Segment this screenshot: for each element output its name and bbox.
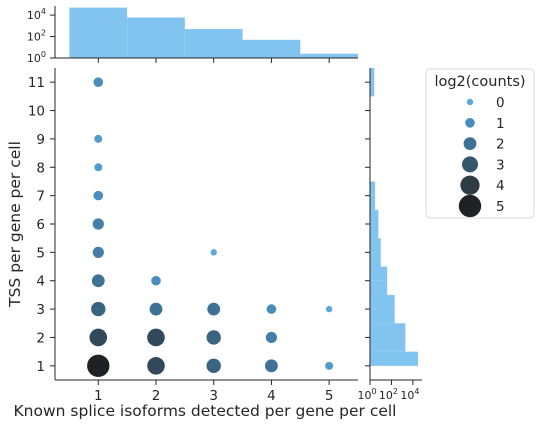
top-hist-bar [184, 29, 243, 58]
right-hist-bar [370, 82, 375, 97]
scatter-point [91, 301, 106, 317]
legend-entry-label: 2 [496, 137, 505, 153]
scatter-point [149, 302, 163, 316]
right-histogram: 100 102 104 [357, 68, 422, 402]
legend-marker [465, 118, 475, 128]
scatter-point [151, 275, 161, 286]
y-tick-label: 10 [28, 104, 45, 120]
legend: log2(counts) 0 1 2 3 4 5 [425, 68, 535, 219]
right-hist-bar [370, 209, 379, 224]
right-hist-bar [370, 266, 388, 281]
scatter-point [87, 354, 110, 378]
legend-entry-label: 3 [496, 157, 505, 173]
right-hist-bar [370, 337, 406, 352]
scatter-point [325, 305, 333, 313]
y-tick-label: 2 [36, 330, 45, 346]
right-hist-tick-label: 104 [400, 387, 419, 402]
legend-marker [462, 156, 478, 173]
right-hist-bar [370, 224, 379, 239]
legend-entry-label: 0 [496, 95, 505, 111]
top-hist-bar [300, 53, 358, 58]
right-hist-bar [370, 323, 406, 338]
right-hist-tick-label: 102 [379, 387, 398, 402]
x-tick-label: 5 [325, 388, 334, 404]
scatter-point [91, 274, 105, 288]
scatter-point [265, 359, 278, 373]
scatter-point [147, 357, 165, 375]
right-hist-bar [370, 252, 381, 267]
scatter-point [93, 190, 104, 201]
y-tick-label: 7 [36, 189, 45, 205]
scatter-point [210, 249, 217, 256]
y-tick-label: 8 [36, 160, 45, 176]
right-hist-bar [370, 351, 419, 366]
y-tick-label: 6 [36, 217, 45, 233]
legend-marker [460, 175, 480, 195]
legend-entry-label: 4 [496, 178, 505, 194]
scatter-point [206, 358, 221, 374]
legend-entry-label: 5 [496, 199, 505, 215]
legend-entry-label: 1 [496, 116, 505, 132]
y-axis-label: TSS per gene per cell [6, 141, 24, 308]
right-hist-bar [370, 309, 395, 324]
right-hist-tick-label: 100 [357, 387, 376, 402]
top-hist-tick-label: 102 [27, 29, 46, 44]
scatter-point [325, 361, 334, 370]
y-tick-label: 1 [36, 359, 45, 375]
top-hist-tick-label: 104 [27, 7, 46, 22]
legend-marker [463, 137, 477, 151]
scatter-point [206, 330, 221, 345]
top-hist-bar [69, 7, 128, 59]
main-scatter-plot: 1 2 3 4 5 1 2 3 4 5 6 7 8 9 10 11 [28, 68, 358, 404]
right-hist-bar [370, 195, 376, 210]
x-tick-label: 3 [209, 388, 218, 404]
scatter-point [89, 328, 108, 347]
top-hist-bar [242, 39, 301, 58]
scatter-point [265, 331, 278, 344]
legend-marker [458, 194, 482, 218]
top-histogram: 100 102 104 [27, 6, 358, 65]
scatter-point [147, 328, 165, 347]
scatter-point [92, 218, 104, 230]
legend-marker [466, 98, 474, 106]
scatter-point [93, 77, 104, 87]
scatter-point [92, 246, 104, 258]
legend-frame [425, 68, 535, 219]
y-tick-label: 3 [36, 302, 45, 318]
x-axis-label: Known splice isoforms detected per gene … [14, 402, 397, 420]
x-tick-label: 1 [94, 388, 103, 404]
scatter-point [207, 302, 221, 316]
top-hist-bar [127, 17, 185, 58]
scatter-point [94, 163, 103, 172]
right-hist-bar [370, 68, 375, 83]
right-hist-bar [370, 280, 388, 295]
scatter-point [266, 304, 277, 314]
scatter-point [94, 134, 103, 143]
right-hist-bar [370, 294, 395, 310]
legend-title: log2(counts) [434, 74, 525, 90]
top-hist-tick-label: 100 [27, 50, 46, 65]
x-tick-label: 2 [152, 388, 161, 404]
y-tick-label: 11 [28, 75, 45, 91]
y-tick-label: 9 [36, 132, 45, 148]
y-tick-label: 5 [36, 245, 45, 261]
y-tick-label: 4 [36, 274, 45, 290]
x-tick-label: 4 [267, 388, 276, 404]
right-hist-bar [370, 238, 381, 253]
right-hist-bar [370, 181, 376, 196]
